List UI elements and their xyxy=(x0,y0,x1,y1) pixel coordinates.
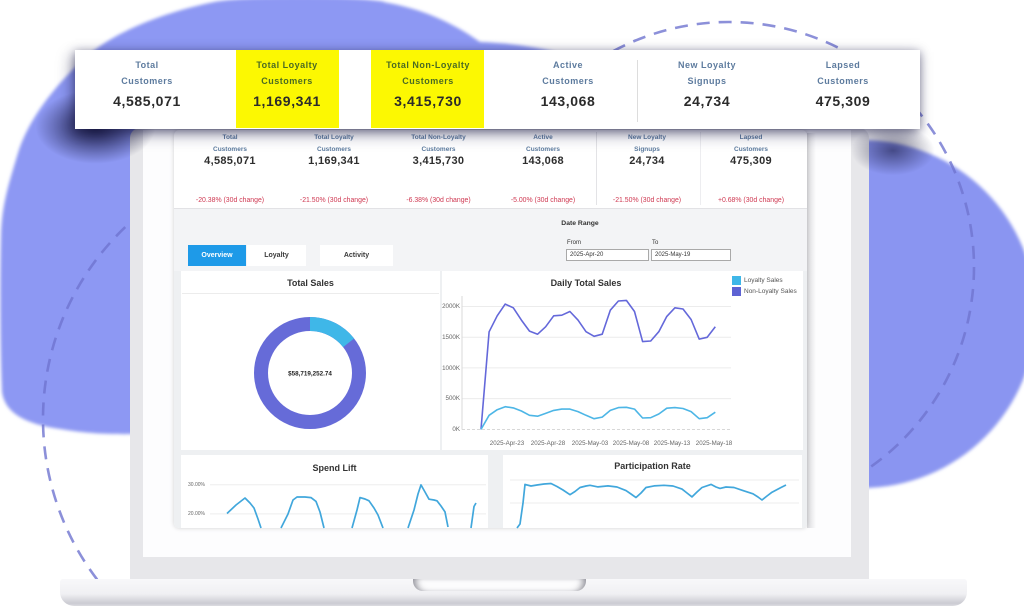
svg-text:$58,719,252.74: $58,719,252.74 xyxy=(288,371,332,378)
